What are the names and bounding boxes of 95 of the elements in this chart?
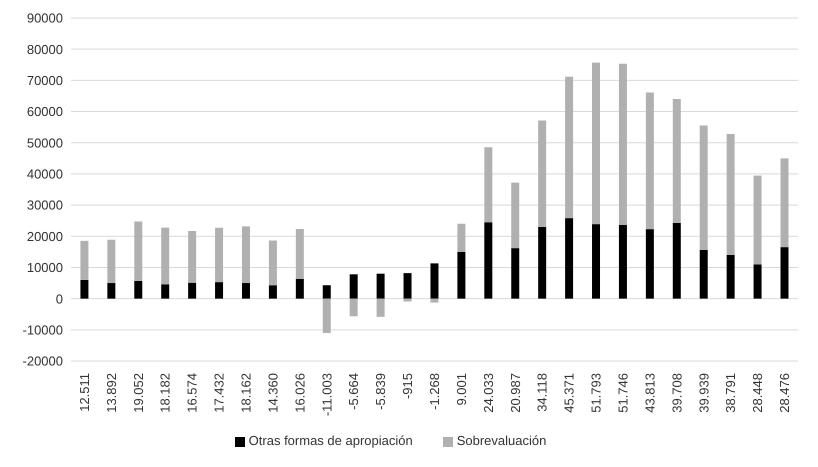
bar	[215, 282, 224, 299]
x-tick-label: 18.182	[158, 373, 173, 413]
x-tick-label: 18.162	[238, 373, 254, 413]
bar	[484, 222, 492, 299]
bar	[161, 228, 170, 284]
bar	[511, 182, 520, 248]
x-tick-label: 13.892	[104, 373, 119, 413]
bar	[780, 247, 788, 299]
x-tick-label: 51.746	[615, 373, 630, 413]
y-tick-label: 60000	[26, 104, 63, 120]
bar	[618, 64, 627, 226]
x-tick-label: 17.432	[212, 373, 227, 413]
y-tick-label: 90000	[26, 10, 63, 26]
y-tick-label: 80000	[26, 42, 63, 57]
bar	[726, 254, 735, 299]
bar	[322, 298, 331, 333]
bar	[538, 120, 546, 227]
bar	[350, 274, 358, 299]
bar	[484, 147, 492, 222]
bar	[592, 224, 600, 299]
bar	[538, 226, 546, 299]
bar	[646, 229, 654, 299]
bar	[700, 125, 708, 250]
bar	[754, 264, 762, 299]
bar	[376, 274, 385, 299]
x-tick-label: -5.839	[373, 373, 388, 410]
bar	[511, 248, 520, 299]
x-tick-label: 19.052	[130, 373, 146, 413]
bar	[296, 229, 304, 279]
x-tick-label: 28.448	[750, 373, 766, 413]
x-tick-label: -915	[400, 373, 416, 400]
x-tick-label: 16.026	[292, 373, 308, 413]
x-tick-label: 20.987	[508, 373, 523, 413]
bar	[780, 158, 788, 248]
bar	[404, 298, 412, 302]
bar	[107, 283, 116, 299]
bar	[726, 134, 735, 255]
bar	[134, 280, 142, 299]
x-tick-label: -11.003	[319, 373, 334, 416]
bar	[672, 222, 681, 299]
x-tick-label: 51.793	[588, 373, 604, 413]
x-tick-label: 9.001	[454, 373, 469, 406]
y-tick-label: 0	[56, 291, 63, 306]
x-tick-label: 39.708	[669, 373, 684, 413]
bar	[350, 298, 358, 316]
x-tick-label: 34.118	[534, 373, 550, 412]
bar	[188, 282, 196, 299]
y-tick-label: 50000	[26, 135, 63, 150]
x-tick-label: 16.574	[184, 373, 200, 413]
y-tick-label: -20000	[22, 354, 63, 369]
y-tick-label: 40000	[26, 166, 63, 182]
bar	[242, 283, 250, 299]
bar	[646, 92, 654, 230]
bar	[242, 226, 250, 284]
x-tick-label: 28.476	[777, 373, 792, 413]
x-tick-label: 43.813	[642, 373, 658, 413]
bar	[430, 298, 438, 303]
bar	[565, 218, 574, 299]
bar	[268, 285, 277, 299]
x-tick-label: 24.033	[480, 373, 496, 413]
bar	[430, 263, 438, 299]
bar	[134, 221, 142, 281]
legend-label: Sobrevaluación	[456, 433, 546, 448]
bar	[322, 285, 331, 299]
bar	[376, 298, 385, 317]
bar	[457, 224, 466, 252]
x-tick-label: 38.791	[723, 373, 738, 413]
bar	[80, 240, 88, 280]
bar	[592, 62, 600, 224]
bar	[107, 240, 116, 284]
bar	[618, 225, 627, 299]
bar	[188, 231, 196, 283]
x-tick-label: -5.664	[346, 373, 362, 410]
bar	[754, 176, 762, 264]
bar	[268, 240, 277, 286]
bar	[565, 76, 574, 218]
bar	[215, 228, 224, 282]
bar	[296, 278, 304, 299]
bar	[672, 99, 681, 223]
legend-label: Otras formas de apropiación	[248, 433, 413, 448]
y-tick-label: -10000	[22, 322, 63, 338]
bar	[457, 252, 466, 299]
bar	[80, 280, 88, 299]
bar	[161, 284, 170, 299]
y-tick-label: 10000	[26, 260, 63, 276]
x-tick-label: 45.371	[562, 373, 577, 413]
y-tick-label: 20000	[26, 228, 63, 244]
x-tick-label: 14.360	[265, 373, 280, 413]
bar	[700, 250, 708, 299]
y-tick-label: 30000	[26, 198, 63, 213]
y-tick-label: 70000	[26, 72, 63, 88]
bar	[404, 273, 412, 299]
x-tick-label: 12.511	[76, 373, 92, 412]
x-tick-label: -1.268	[427, 373, 442, 410]
x-tick-label: 39.939	[696, 373, 712, 413]
